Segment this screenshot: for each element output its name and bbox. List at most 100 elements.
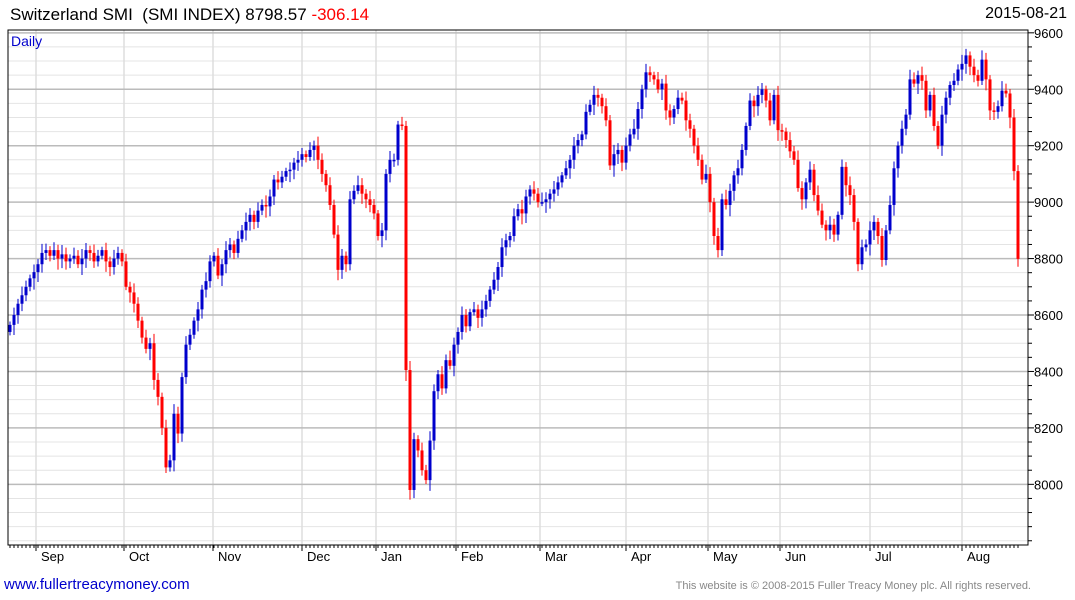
candle bbox=[436, 370, 440, 400]
x-tick-label: Mar bbox=[545, 549, 568, 564]
candle bbox=[948, 81, 952, 106]
candle-body-down bbox=[408, 370, 412, 490]
candle bbox=[236, 230, 240, 258]
candle bbox=[496, 261, 500, 292]
candle-body-up bbox=[180, 377, 184, 434]
candle-body-up bbox=[428, 440, 432, 481]
candle-body-up bbox=[860, 247, 864, 265]
candle-body-down bbox=[596, 94, 600, 98]
candle bbox=[376, 210, 380, 241]
candle bbox=[772, 89, 776, 125]
candle bbox=[48, 246, 52, 262]
candle bbox=[108, 256, 112, 277]
candle bbox=[168, 454, 172, 472]
candle bbox=[768, 92, 772, 126]
candle-body-down bbox=[776, 94, 780, 131]
candle-body-down bbox=[532, 189, 536, 194]
candle-body-up bbox=[280, 176, 284, 183]
candle bbox=[612, 144, 616, 177]
candle-body-up bbox=[84, 250, 88, 259]
x-tick-label: Jun bbox=[785, 549, 806, 564]
candle-body-up bbox=[284, 171, 288, 177]
candle-body-down bbox=[152, 343, 156, 380]
candle bbox=[364, 189, 368, 209]
candle-body-down bbox=[976, 75, 980, 81]
candle bbox=[124, 253, 128, 291]
candle bbox=[848, 176, 852, 205]
candle bbox=[524, 189, 528, 224]
candle-body-down bbox=[780, 130, 784, 132]
y-tick-label: 9200 bbox=[1034, 139, 1063, 154]
candle-body-down bbox=[796, 159, 800, 189]
candle bbox=[300, 147, 304, 167]
candle bbox=[896, 141, 900, 178]
candle-body-up bbox=[24, 286, 28, 296]
candle bbox=[316, 136, 320, 170]
candle bbox=[872, 215, 876, 240]
candle bbox=[604, 98, 608, 127]
candle bbox=[192, 317, 196, 339]
candle bbox=[892, 161, 896, 216]
candle bbox=[720, 193, 724, 257]
chart-date: 2015-08-21 bbox=[985, 5, 1067, 22]
candle-body-down bbox=[232, 244, 236, 253]
candle-body-down bbox=[880, 236, 884, 260]
candle bbox=[132, 283, 136, 313]
candle-body-up bbox=[928, 94, 932, 111]
candle bbox=[592, 85, 596, 115]
candle-body-up bbox=[212, 255, 216, 262]
candle-body-down bbox=[104, 250, 108, 262]
candle bbox=[380, 223, 384, 248]
candle bbox=[676, 90, 680, 115]
candle-body-up bbox=[624, 145, 628, 163]
candle-body-up bbox=[452, 344, 456, 366]
candle bbox=[64, 247, 68, 270]
candle-body-up bbox=[460, 315, 464, 332]
candle-body-up bbox=[916, 75, 920, 84]
candle-body-up bbox=[540, 202, 544, 204]
candle bbox=[464, 309, 468, 333]
candle-body-down bbox=[400, 124, 404, 127]
website-link[interactable]: www.fullertreacymoney.com bbox=[4, 576, 190, 593]
candle-body-up bbox=[72, 255, 76, 259]
candle-body-down bbox=[652, 75, 656, 80]
candle bbox=[660, 78, 664, 100]
candle bbox=[552, 180, 556, 202]
candle bbox=[424, 464, 428, 485]
candle-body-up bbox=[956, 69, 960, 81]
candle-body-up bbox=[676, 97, 680, 110]
candle-body-down bbox=[440, 374, 444, 389]
candle bbox=[420, 442, 424, 476]
candle-body-down bbox=[332, 204, 336, 235]
candle-body-down bbox=[712, 202, 716, 236]
candle-body-up bbox=[888, 204, 892, 231]
candle bbox=[88, 245, 92, 261]
candle bbox=[92, 244, 96, 268]
candle bbox=[712, 197, 716, 245]
candle-body-up bbox=[672, 109, 676, 118]
candle-body-down bbox=[144, 337, 148, 349]
candle bbox=[504, 233, 508, 256]
candle-body-up bbox=[808, 169, 812, 183]
candle-body-up bbox=[208, 261, 212, 282]
candle bbox=[836, 211, 840, 241]
candle-body-down bbox=[824, 224, 828, 231]
candle bbox=[728, 183, 732, 217]
candle-body-down bbox=[816, 195, 820, 211]
candle bbox=[28, 274, 32, 292]
candle bbox=[920, 66, 924, 90]
candle-body-up bbox=[504, 240, 508, 248]
candle-body-down bbox=[92, 252, 96, 262]
candle bbox=[736, 159, 740, 184]
candle-body-up bbox=[296, 159, 300, 163]
candle-body-down bbox=[108, 261, 112, 268]
candle-body-down bbox=[936, 125, 940, 146]
candle-body-up bbox=[100, 250, 104, 256]
candle bbox=[684, 91, 688, 131]
candle bbox=[260, 199, 264, 216]
candle-body-down bbox=[716, 236, 720, 251]
candle-body-up bbox=[756, 94, 760, 107]
candle bbox=[352, 185, 356, 205]
candle-body-down bbox=[344, 255, 348, 265]
candle bbox=[404, 120, 408, 382]
